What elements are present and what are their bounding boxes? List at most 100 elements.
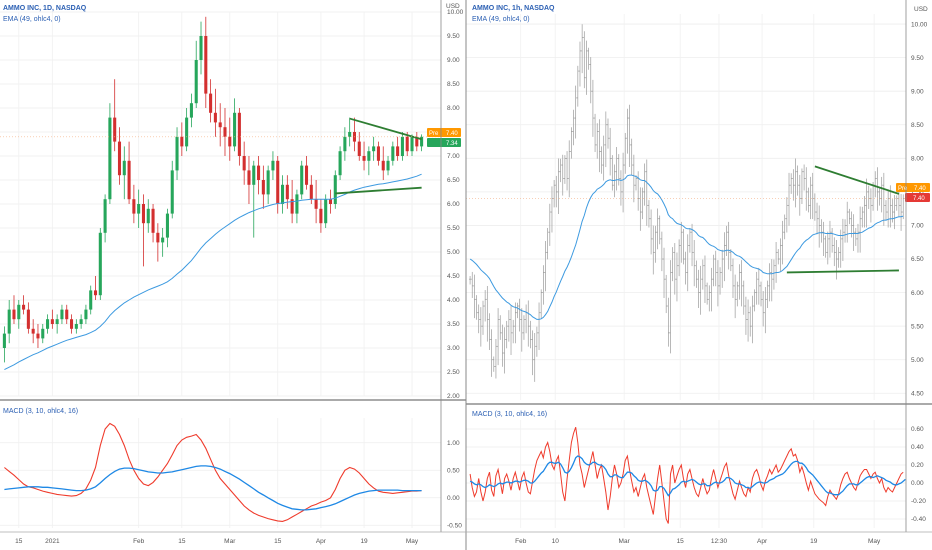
left-macd-grid xyxy=(0,418,441,528)
right-macd-tick-label: -0.20 xyxy=(911,498,926,505)
candle-down xyxy=(276,160,280,204)
left-ema-label: EMA (49, ohlc4, 0) xyxy=(3,16,61,23)
right-macd-panel: -0.40 -0.20 0.00 0.20 0.40 0.60 MACD (3, 10, … xyxy=(466,411,926,528)
candle-down xyxy=(65,309,69,320)
candle-up xyxy=(108,117,112,200)
candle-up xyxy=(17,304,21,320)
right-bars xyxy=(468,24,905,382)
left-time-axis: 15 2021 Feb 15 Mar 15 Apr 19 May xyxy=(15,538,419,545)
candle-down xyxy=(314,199,318,209)
candle-up xyxy=(391,146,395,161)
left-price-tick-label: 9.50 xyxy=(447,33,460,40)
candle-up xyxy=(271,160,275,171)
right-price-tick-label: 9.50 xyxy=(911,55,924,62)
left-time-label: Apr xyxy=(316,538,327,545)
right-price-tick-label: 4.50 xyxy=(911,390,924,397)
candle-up xyxy=(103,199,107,233)
right-price-tick-label: 9.00 xyxy=(911,88,924,95)
right-price-axis: 4.50 5.00 5.50 6.00 6.50 7.00 7.50 8.00 8.50 9.00… xyxy=(911,21,928,397)
candle-down xyxy=(69,319,74,329)
right-axis-unit: USD xyxy=(914,6,928,13)
left-macd-tick-label: 1.00 xyxy=(447,440,460,447)
candle-down xyxy=(309,184,313,200)
trendline xyxy=(814,165,900,195)
candle-up xyxy=(175,136,179,171)
candle-down xyxy=(223,127,227,137)
candle-down xyxy=(381,160,385,171)
candle-down xyxy=(242,156,246,171)
candle-down xyxy=(151,208,155,233)
left-candles xyxy=(2,16,424,363)
left-price-tick-label: 3.50 xyxy=(447,321,460,328)
left-price-tick-label: 2.50 xyxy=(447,369,460,376)
trendline xyxy=(349,117,422,141)
right-signal-line xyxy=(469,455,906,497)
left-price-tick-label: 4.50 xyxy=(447,273,460,280)
left-trendlines xyxy=(0,117,441,195)
left-pre-badge: Pre 7.40 xyxy=(427,128,461,137)
right-macd-tick-label: 0.40 xyxy=(911,444,924,451)
right-price-tick-label: 6.00 xyxy=(911,290,924,297)
left-price-tick-label: 3.00 xyxy=(447,345,460,352)
candle-down xyxy=(290,199,294,214)
candle-down xyxy=(218,122,222,128)
candle-down xyxy=(328,199,333,204)
left-price-tick-label: 7.00 xyxy=(447,153,460,160)
candle-down xyxy=(228,136,232,147)
candle-up xyxy=(252,165,256,185)
right-price-tick-label: 7.50 xyxy=(911,189,924,196)
left-price-panel: 2.00 2.50 3.00 3.50 4.00 4.50 5.00 5.50 6.00 6.50… xyxy=(0,3,464,400)
candle-up xyxy=(233,112,237,147)
left-macd-axis: -0.50 0.00 0.50 1.00 xyxy=(447,440,462,530)
right-macd-tick-label: -0.40 xyxy=(911,516,926,523)
candle-down xyxy=(204,36,208,94)
right-price-tick-label: 5.50 xyxy=(911,323,924,330)
left-time-label: 19 xyxy=(360,538,368,545)
left-time-label: 15 xyxy=(15,538,23,545)
left-axis-unit: USD xyxy=(446,3,460,10)
right-macd-tick-label: 0.20 xyxy=(911,462,924,469)
left-macd-tick-label: -0.50 xyxy=(447,522,462,529)
candle-down xyxy=(132,199,136,214)
left-macd-tick-label: 0.50 xyxy=(447,467,460,474)
right-time-label: Mar xyxy=(619,538,631,545)
candle-down xyxy=(12,309,16,320)
candle-up xyxy=(333,175,337,204)
candle-up xyxy=(266,170,270,195)
left-last-value: 7.34 xyxy=(446,141,458,147)
candle-down xyxy=(319,208,323,224)
left-time-label: Mar xyxy=(224,538,236,545)
candle-up xyxy=(386,160,390,171)
right-time-label: Apr xyxy=(757,538,768,545)
right-time-axis: Feb 10 Mar 15 12:30 Apr 19 May xyxy=(515,538,881,545)
candle-down xyxy=(213,112,217,123)
right-price-tick-label: 7.00 xyxy=(911,223,924,230)
right-price-panel: 4.50 5.00 5.50 6.00 6.50 7.00 7.50 8.00 8.50 9.00… xyxy=(466,5,930,400)
candle-up xyxy=(7,309,11,334)
candle-up xyxy=(165,213,169,238)
candle-down xyxy=(285,184,289,200)
candle-up xyxy=(170,170,174,214)
candle-down xyxy=(180,136,184,147)
candle-up xyxy=(189,103,193,118)
candle-up xyxy=(74,324,78,329)
left-pre-label: Pre xyxy=(429,131,439,137)
candle-down xyxy=(36,333,40,339)
candle-down xyxy=(304,165,309,185)
candle-down xyxy=(376,146,380,161)
right-pre-badge: Pre 7.40 xyxy=(896,183,930,192)
right-macd-axis: -0.40 -0.20 0.00 0.20 0.40 0.60 xyxy=(911,426,926,523)
candle-up xyxy=(367,151,371,161)
right-macd-grid xyxy=(466,420,906,528)
trendline xyxy=(786,269,899,274)
candle-up xyxy=(60,309,64,320)
candle-down xyxy=(357,141,361,156)
candle-down xyxy=(247,170,251,185)
candle-up xyxy=(2,333,6,348)
left-price-tick-label: 2.00 xyxy=(447,393,460,400)
left-price-tick-label: 6.00 xyxy=(447,201,460,208)
right-macd-label: MACD (3, 10, ohlc4, 16) xyxy=(472,411,547,418)
candle-up xyxy=(372,146,376,152)
